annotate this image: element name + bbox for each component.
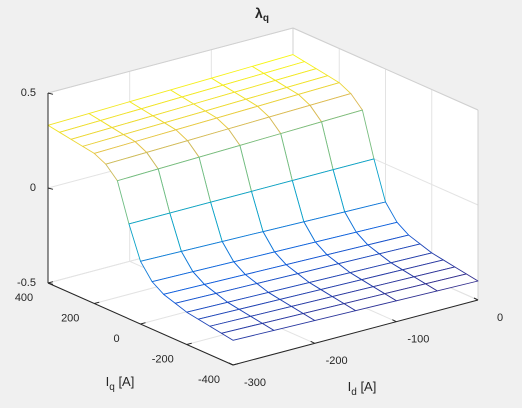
x-tick <box>392 319 397 323</box>
z-tick-label: 0.5 <box>21 87 36 99</box>
y-tick <box>47 281 54 284</box>
y-label-sub: q <box>109 382 115 393</box>
title-main: λ <box>255 5 263 21</box>
z-tick <box>47 92 54 95</box>
y-tick-label: 400 <box>15 292 33 304</box>
z-tick-label: 0 <box>30 182 36 194</box>
y-tick <box>186 342 192 345</box>
y-label-main: I <box>106 374 110 389</box>
y-tick-label: 200 <box>61 312 79 324</box>
z-tick-label: -0.5 <box>17 277 36 289</box>
x-axis-label: Id [A] <box>348 379 377 397</box>
x-tick <box>473 297 479 301</box>
y-tick <box>140 322 146 325</box>
y-tick-label: -200 <box>152 353 174 365</box>
x-tick-label: 0 <box>497 312 503 324</box>
axis-line <box>232 299 479 366</box>
y-tick-label: 0 <box>113 333 119 345</box>
box-edge <box>47 27 294 94</box>
y-label-unit: [A] <box>115 374 135 389</box>
y-tick <box>94 301 100 304</box>
y-axis-label: Iq [A] <box>106 374 135 392</box>
mesh-cell <box>220 322 275 341</box>
x-label-unit: [A] <box>357 379 377 394</box>
z-tick <box>47 187 54 190</box>
y-tick <box>232 363 239 366</box>
x-tick-label: -300 <box>244 377 266 389</box>
box-edge <box>292 27 479 111</box>
x-tick-label: -200 <box>326 355 348 367</box>
axes: -0.5 0 0.5 -400 -200 0 200 400 -300 -200 -100 0 <box>15 27 503 389</box>
y-tick-label: -400 <box>198 374 220 386</box>
x-label-main: I <box>348 379 352 394</box>
x-label-sub: d <box>351 387 357 398</box>
x-tick-label: -100 <box>407 334 429 346</box>
title-subscript: q <box>263 13 269 24</box>
x-tick <box>228 362 234 366</box>
x-tick <box>310 340 315 344</box>
chart-title: λq <box>255 5 269 24</box>
